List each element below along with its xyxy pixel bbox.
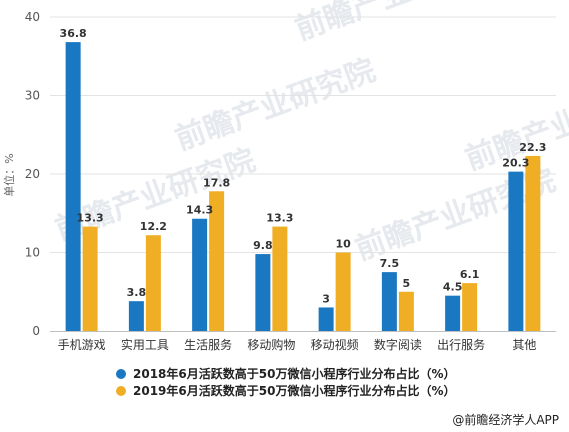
category-label: 实用工具 — [121, 337, 169, 352]
y-tick-label: 0 — [32, 324, 40, 338]
legend-marker — [116, 369, 126, 379]
category-label: 数字阅读 — [374, 337, 422, 352]
bar — [209, 191, 225, 331]
bar — [398, 291, 414, 331]
data-label: 14.3 — [186, 204, 213, 217]
y-axis-ticks: 0 10 20 30 40 — [25, 10, 40, 338]
data-label: 13.3 — [266, 212, 293, 225]
data-label: 4.5 — [443, 281, 463, 294]
category-label: 出行服务 — [437, 337, 485, 352]
gridlines — [50, 16, 556, 253]
bar — [508, 171, 524, 331]
data-labels: 36.8 13.3 3.8 12.2 14.3 17.8 9.8 13.3 3 10 7.55 4.5… — [60, 27, 547, 305]
data-label: 7.5 — [380, 257, 400, 270]
category-label: 移动购物 — [247, 337, 295, 352]
bar — [192, 218, 208, 331]
legend-marker — [116, 386, 126, 396]
data-label: 13.3 — [77, 212, 104, 225]
bar — [525, 155, 541, 331]
category-labels: 手机游戏 实用工具 生活服务 移动购物 移动视频 数字阅读 出行服务 其他 — [58, 337, 537, 352]
y-tick-label: 20 — [25, 167, 40, 181]
bar — [445, 295, 461, 331]
y-tick-label: 40 — [25, 10, 40, 24]
bar — [145, 235, 161, 331]
data-label: 22.3 — [519, 141, 546, 154]
bar — [128, 301, 144, 331]
data-label: 17.8 — [203, 176, 230, 189]
data-label: 9.8 — [253, 239, 273, 252]
bar — [318, 307, 334, 331]
category-label: 手机游戏 — [58, 338, 106, 352]
category-label: 移动视频 — [311, 337, 359, 352]
y-axis-label: 单位：% — [2, 153, 16, 196]
watermark-text: 前瞻产业研究院 — [291, 0, 500, 48]
bar — [255, 254, 271, 331]
watermark-text: 前瞻产业研究院 — [171, 53, 380, 158]
data-label: 3 — [322, 292, 330, 305]
legend-entry: 2018年6月活跃数高于50万微信小程序行业分布占比（%） — [133, 366, 455, 381]
legend-entry: 2019年6月活跃数高于50万微信小程序行业分布占比（%） — [133, 383, 455, 398]
legend: 2018年6月活跃数高于50万微信小程序行业分布占比（%） 2019年6月活跃数高… — [116, 366, 455, 398]
bar — [381, 272, 397, 331]
data-label: 36.8 — [60, 27, 87, 40]
y-tick-label: 10 — [25, 246, 40, 260]
bar — [335, 252, 351, 331]
data-label: 5 — [403, 277, 411, 290]
source-label: @前瞻经济学人APP — [452, 412, 559, 427]
bar — [65, 42, 81, 332]
bars — [65, 42, 541, 332]
category-label: 其他 — [512, 338, 536, 352]
data-label: 12.2 — [140, 220, 167, 233]
bar — [82, 226, 98, 331]
watermark-layer: 前瞻产业研究院前瞻产业研究院前瞻产业研究院前瞻产业研究院前瞻产业研究院 — [51, 0, 569, 268]
data-label: 3.8 — [127, 286, 147, 299]
category-label: 生活服务 — [184, 337, 232, 352]
data-label: 6.1 — [460, 268, 480, 281]
data-label: 20.3 — [502, 157, 529, 170]
y-tick-label: 30 — [25, 89, 40, 103]
data-label: 10 — [335, 238, 351, 251]
bar — [272, 226, 288, 331]
bar — [462, 283, 478, 331]
